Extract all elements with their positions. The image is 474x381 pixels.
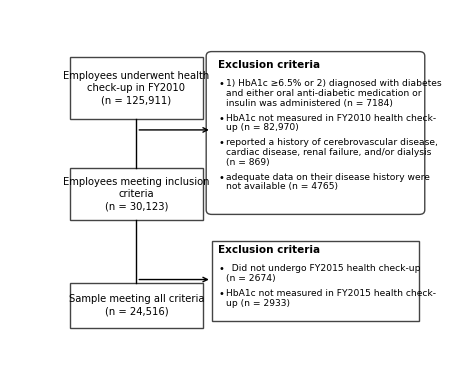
Text: •: •	[219, 138, 224, 149]
Text: check-up in FY2010: check-up in FY2010	[87, 83, 185, 93]
Text: Employees meeting inclusion: Employees meeting inclusion	[63, 176, 210, 187]
Text: (n = 869): (n = 869)	[227, 158, 270, 167]
Text: criteria: criteria	[118, 189, 154, 199]
Text: (n = 125,911): (n = 125,911)	[101, 96, 172, 106]
Text: (n = 24,516): (n = 24,516)	[105, 306, 168, 317]
Text: reported a history of cerebrovascular disease,: reported a history of cerebrovascular di…	[227, 138, 438, 147]
Bar	[70, 283, 202, 328]
Text: Exclusion criteria: Exclusion criteria	[219, 245, 320, 255]
Text: (n = 2674): (n = 2674)	[227, 274, 276, 283]
Text: and either oral anti-diabetic medication or: and either oral anti-diabetic medication…	[227, 89, 422, 98]
Text: adequate data on their disease history were: adequate data on their disease history w…	[227, 173, 430, 182]
Text: Employees underwent health: Employees underwent health	[63, 71, 210, 81]
Text: 1) HbA1c ≥6.5% or 2) diagnosed with diabetes: 1) HbA1c ≥6.5% or 2) diagnosed with diab…	[227, 80, 442, 88]
Text: not available (n = 4765): not available (n = 4765)	[227, 182, 338, 191]
Text: (n = 30,123): (n = 30,123)	[105, 201, 168, 211]
Text: Did not undergo FY2015 health check-up: Did not undergo FY2015 health check-up	[227, 264, 421, 273]
Text: •: •	[219, 173, 224, 183]
FancyBboxPatch shape	[206, 51, 425, 215]
Text: HbA1c not measured in FY2015 health check-: HbA1c not measured in FY2015 health chec…	[227, 289, 437, 298]
Bar	[70, 168, 202, 219]
Text: •: •	[219, 80, 224, 90]
Text: Exclusion criteria: Exclusion criteria	[219, 60, 320, 70]
Text: cardiac disease, renal failure, and/or dialysis: cardiac disease, renal failure, and/or d…	[227, 148, 432, 157]
Text: HbA1c not measured in FY2010 health check-: HbA1c not measured in FY2010 health chec…	[227, 114, 437, 123]
Text: Sample meeting all criteria: Sample meeting all criteria	[69, 294, 204, 304]
Bar	[70, 58, 202, 119]
Bar	[212, 241, 419, 322]
Text: •: •	[219, 289, 224, 299]
Text: •: •	[219, 114, 224, 124]
Text: •: •	[219, 264, 224, 274]
Text: up (n = 2933): up (n = 2933)	[227, 299, 291, 307]
Text: insulin was administered (n = 7184): insulin was administered (n = 7184)	[227, 99, 393, 108]
Text: up (n = 82,970): up (n = 82,970)	[227, 123, 299, 133]
